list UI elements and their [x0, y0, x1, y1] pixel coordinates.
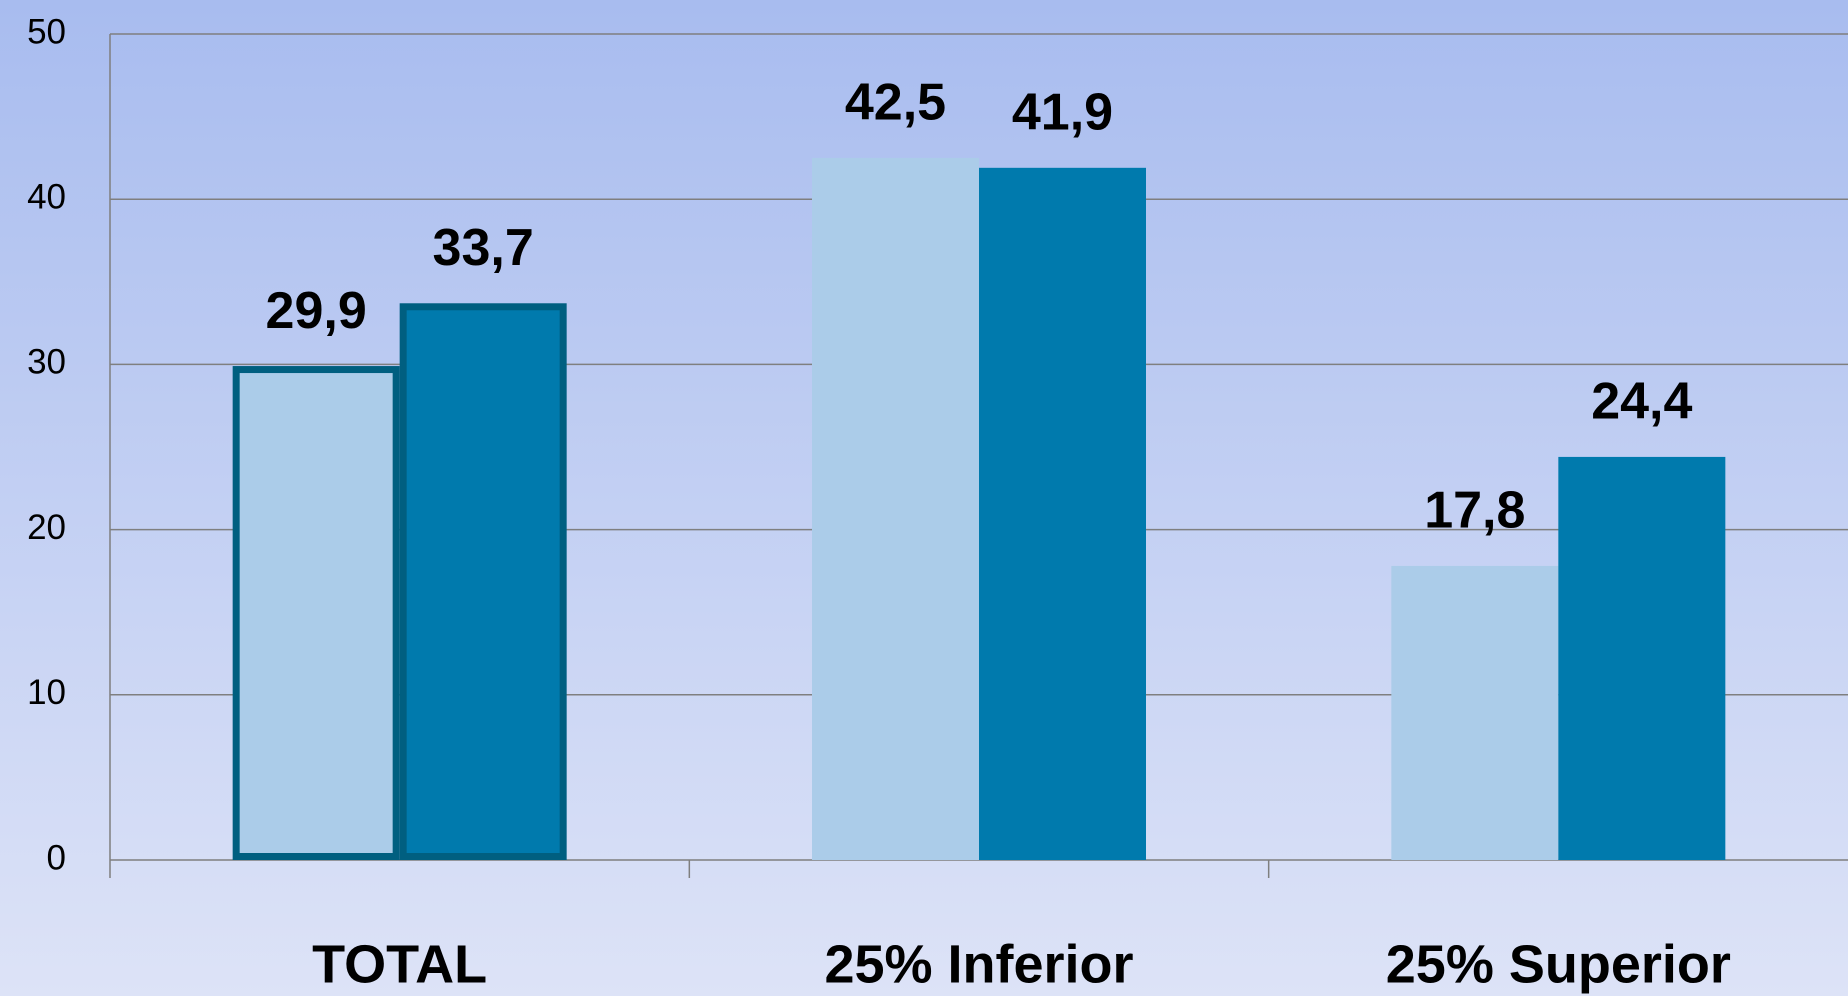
y-tick-label: 40	[27, 177, 66, 216]
value-label: 42,5	[845, 74, 946, 132]
value-label: 33,7	[433, 219, 534, 277]
y-tick-label: 10	[27, 673, 66, 712]
bar	[812, 157, 979, 860]
bar	[979, 167, 1146, 860]
value-label: 17,8	[1424, 482, 1525, 540]
bar	[399, 303, 567, 860]
value-label: 24,4	[1591, 373, 1692, 431]
x-tick-label: 25% Inferior	[824, 934, 1133, 994]
value-label: 41,9	[1012, 84, 1113, 142]
y-tick-label: 0	[47, 838, 66, 877]
bar	[1558, 456, 1726, 860]
x-tick-label: TOTAL	[312, 934, 487, 994]
value-label: 29,9	[266, 282, 367, 340]
y-tick-label: 20	[27, 508, 66, 547]
y-tick-label: 30	[27, 343, 66, 382]
x-tick-label: 25% Superior	[1386, 934, 1731, 994]
bar	[232, 366, 400, 860]
y-tick-label: 50	[27, 12, 66, 51]
bar	[1391, 565, 1559, 860]
